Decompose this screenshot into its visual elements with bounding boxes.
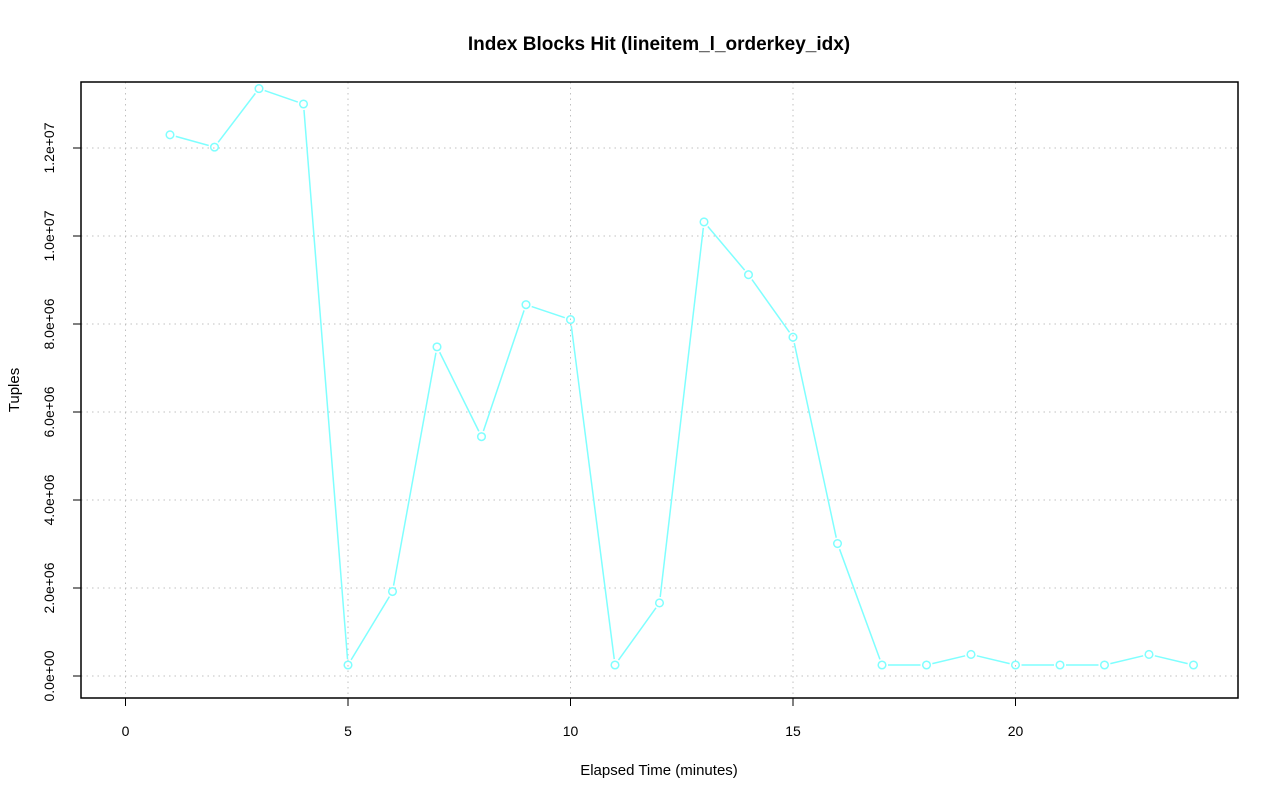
data-point bbox=[565, 315, 576, 325]
x-tick-label: 10 bbox=[563, 723, 579, 739]
series-line-segment bbox=[751, 279, 791, 333]
y-tick-label: 6.0e+06 bbox=[41, 386, 57, 437]
data-point bbox=[877, 660, 887, 670]
series-line-segment bbox=[976, 655, 1010, 665]
x-tick-label: 0 bbox=[122, 723, 130, 739]
y-tick-label: 2.0e+06 bbox=[41, 562, 57, 613]
data-point bbox=[832, 539, 843, 549]
data-point bbox=[1188, 660, 1199, 670]
data-point bbox=[699, 217, 709, 227]
series-line-segment bbox=[438, 351, 480, 432]
series-layer bbox=[165, 84, 1199, 670]
data-point bbox=[165, 130, 175, 140]
data-point bbox=[1099, 660, 1110, 670]
y-tick-label: 1.0e+07 bbox=[41, 210, 57, 261]
series-line-segment bbox=[1110, 655, 1144, 665]
series-line-segment bbox=[570, 325, 615, 660]
series-line-segment bbox=[350, 596, 391, 661]
grid-lines bbox=[81, 82, 1238, 698]
y-tick-label: 0.0e+00 bbox=[41, 650, 57, 701]
data-point bbox=[254, 84, 264, 94]
data-point bbox=[432, 342, 442, 352]
series-line-segment bbox=[264, 89, 299, 103]
data-point bbox=[788, 332, 798, 342]
series-line-segment bbox=[482, 310, 525, 432]
data-point bbox=[743, 270, 754, 280]
x-axis-label: Elapsed Time (minutes) bbox=[580, 762, 738, 779]
y-tick-label: 4.0e+06 bbox=[41, 474, 57, 525]
series-line-segment bbox=[175, 135, 209, 147]
data-point bbox=[521, 300, 531, 310]
series-line-segment bbox=[392, 352, 437, 586]
data-point bbox=[1144, 649, 1154, 659]
y-axis-label: Tuples bbox=[6, 368, 23, 412]
series-line-segment bbox=[617, 607, 657, 661]
data-point bbox=[298, 99, 309, 109]
x-tick-label: 5 bbox=[344, 723, 352, 739]
series-line-segment bbox=[531, 305, 566, 319]
series-line-segment bbox=[217, 92, 256, 143]
series-line-segment bbox=[707, 226, 746, 271]
data-point bbox=[921, 660, 932, 670]
data-point bbox=[966, 649, 976, 659]
data-point bbox=[1055, 660, 1065, 670]
chart-title: Index Blocks Hit (lineitem_l_orderkey_id… bbox=[468, 34, 850, 55]
data-point bbox=[209, 142, 220, 152]
series-line-segment bbox=[793, 342, 837, 538]
x-tick-label: 20 bbox=[1008, 723, 1024, 739]
series-line-segment bbox=[932, 655, 966, 665]
data-point bbox=[654, 598, 665, 608]
series-line-segment bbox=[303, 109, 349, 660]
axes: 0 5 10 15 20 0.0e+00 2.0e+06 4.0e+06 6.0e+06 8.0e… bbox=[41, 122, 1023, 739]
y-tick-label: 1.2e+07 bbox=[41, 122, 57, 173]
series-line-segment bbox=[659, 227, 705, 598]
x-tick-label: 15 bbox=[785, 723, 801, 739]
series-line-segment bbox=[838, 548, 881, 660]
data-point bbox=[387, 586, 398, 597]
series-line-segment bbox=[1154, 655, 1188, 665]
data-point bbox=[343, 660, 353, 670]
data-point bbox=[476, 432, 487, 442]
data-point bbox=[610, 660, 620, 670]
y-tick-label: 8.0e+06 bbox=[41, 298, 57, 349]
data-point bbox=[1010, 660, 1021, 670]
plot-frame bbox=[80, 81, 1239, 699]
